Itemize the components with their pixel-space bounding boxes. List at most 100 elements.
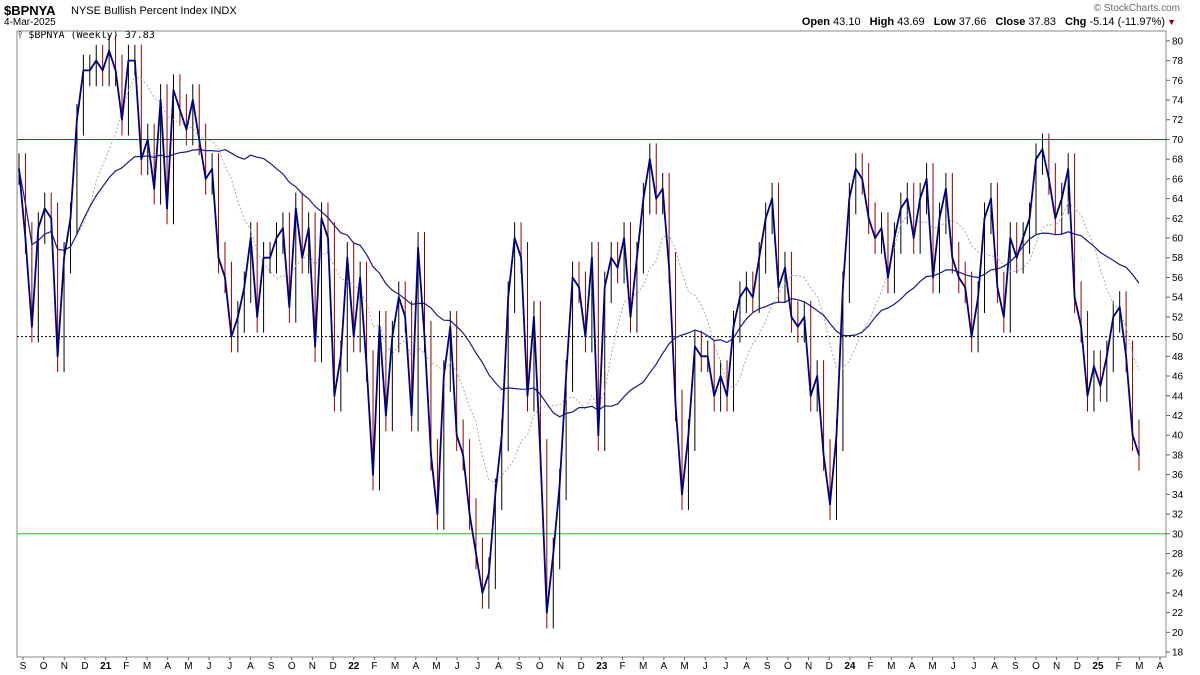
y-tick-label: 22 — [1172, 608, 1184, 619]
data-point — [874, 237, 876, 239]
data-point — [372, 473, 374, 476]
data-point — [384, 414, 387, 417]
data-point — [397, 296, 400, 299]
data-point — [1112, 315, 1115, 318]
data-point — [655, 197, 658, 200]
data-point — [616, 266, 619, 269]
open-value: 43.10 — [833, 16, 861, 28]
data-point — [558, 483, 561, 486]
y-tick-label: 34 — [1172, 490, 1184, 501]
data-point — [642, 197, 645, 200]
data-point — [294, 207, 297, 210]
data-point — [101, 69, 104, 72]
data-point — [346, 256, 349, 259]
data-point — [314, 345, 316, 348]
data-point — [842, 286, 844, 289]
x-tick-label: N — [309, 661, 316, 672]
data-point — [919, 197, 922, 200]
data-point — [951, 256, 954, 259]
data-point — [513, 237, 516, 239]
x-tick-label: D — [81, 661, 88, 672]
data-point — [893, 237, 896, 239]
data-point — [784, 266, 786, 269]
data-point — [1086, 394, 1089, 397]
data-point — [243, 286, 246, 289]
data-point — [803, 315, 806, 318]
data-point — [597, 434, 600, 437]
high-label: High — [869, 16, 895, 28]
data-point — [378, 325, 381, 328]
data-point — [1080, 325, 1082, 328]
ma-short-line — [18, 74, 1140, 485]
data-point — [146, 138, 149, 141]
x-tick-label: S — [1012, 661, 1019, 672]
y-tick-label: 40 — [1172, 431, 1184, 442]
data-point — [764, 217, 767, 220]
data-point — [24, 237, 27, 239]
y-tick-label: 76 — [1172, 76, 1184, 87]
x-tick-label: M — [639, 661, 647, 672]
x-tick-label: N — [805, 661, 812, 672]
data-point — [970, 335, 973, 338]
data-point — [739, 296, 741, 299]
legend-icon: ⫯ — [18, 30, 29, 41]
data-point — [636, 256, 638, 259]
data-point — [269, 256, 271, 259]
x-tick-label: M — [680, 661, 688, 672]
x-tick-label: 23 — [596, 661, 608, 672]
data-point — [185, 128, 188, 131]
low-value: 37.66 — [958, 16, 987, 28]
close-value: 37.83 — [1028, 16, 1056, 28]
x-tick-label: D — [578, 661, 585, 672]
x-tick-label: M — [184, 661, 192, 672]
data-point — [211, 168, 214, 170]
x-tick-label: J — [723, 661, 728, 672]
x-tick-label: J — [207, 661, 212, 672]
x-tick-label: A — [412, 661, 419, 672]
x-tick-label: S — [20, 661, 27, 672]
data-point — [140, 158, 143, 161]
data-point — [1002, 315, 1005, 318]
data-point — [816, 375, 819, 377]
data-point — [327, 237, 329, 239]
data-point — [1060, 197, 1063, 200]
data-point — [925, 177, 928, 180]
stockcharts-logo: © StockCharts.com — [1093, 3, 1180, 14]
y-tick-label: 66 — [1172, 174, 1184, 185]
y-tick-label: 62 — [1172, 214, 1184, 225]
x-tick-label: D — [1074, 661, 1081, 672]
x-tick-label: A — [247, 661, 254, 672]
data-point — [706, 355, 709, 358]
data-point — [796, 325, 799, 328]
x-tick-label: F — [619, 661, 625, 672]
x-tick-label: M — [928, 661, 936, 672]
x-tick-label: O — [40, 661, 48, 672]
y-tick-label: 36 — [1172, 470, 1184, 481]
data-point — [887, 276, 889, 279]
close-label: Close — [995, 16, 1026, 28]
x-tick-label: J — [455, 661, 460, 672]
data-point — [996, 286, 999, 289]
symbol-title: $BPNYA — [4, 3, 56, 18]
data-point — [848, 197, 851, 200]
data-point — [623, 237, 625, 239]
data-point — [938, 217, 941, 220]
data-point — [18, 168, 20, 170]
y-tick-label: 18 — [1172, 648, 1184, 659]
data-point — [771, 197, 774, 200]
data-point — [108, 49, 111, 52]
x-tick-label: S — [764, 661, 771, 672]
data-point — [681, 493, 683, 496]
data-point — [584, 335, 587, 338]
x-tick-label: J — [475, 661, 480, 672]
data-point — [359, 276, 362, 279]
data-point — [121, 118, 123, 121]
x-tick-label: 24 — [844, 661, 856, 672]
data-point — [82, 69, 85, 72]
data-point — [442, 375, 445, 377]
data-point — [43, 207, 46, 210]
data-point — [88, 69, 91, 72]
data-point — [37, 227, 40, 230]
data-point — [700, 355, 703, 358]
